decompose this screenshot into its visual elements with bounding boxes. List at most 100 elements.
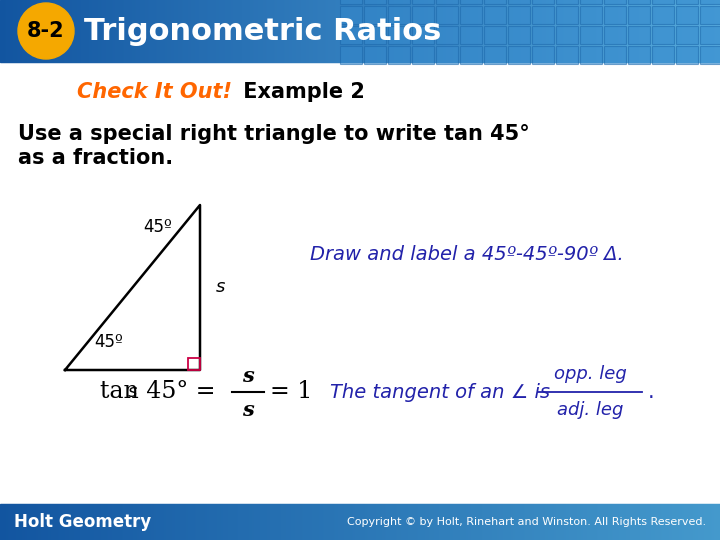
Bar	[134, 0, 135, 62]
Bar	[149, 504, 150, 540]
Bar	[121, 504, 122, 540]
Bar	[489, 504, 490, 540]
Bar	[432, 0, 433, 62]
Bar	[461, 0, 462, 62]
Bar	[633, 504, 634, 540]
Bar	[532, 0, 533, 62]
Bar	[223, 504, 224, 540]
Bar	[9, 504, 10, 540]
Bar	[90, 0, 91, 62]
Bar	[292, 0, 293, 62]
Bar	[129, 504, 130, 540]
Bar	[209, 0, 210, 62]
Bar	[623, 504, 624, 540]
Bar	[698, 504, 699, 540]
Bar	[50, 504, 51, 540]
Bar	[377, 0, 378, 62]
Bar	[276, 504, 277, 540]
Bar	[659, 0, 660, 62]
Bar	[654, 0, 655, 62]
Bar	[278, 504, 279, 540]
Bar	[482, 0, 483, 62]
Bar	[167, 504, 168, 540]
Bar	[201, 0, 202, 62]
Bar	[500, 504, 501, 540]
Bar	[2, 0, 3, 62]
Bar	[624, 504, 625, 540]
Bar	[248, 504, 249, 540]
Bar	[76, 0, 77, 62]
Bar	[553, 504, 554, 540]
Bar	[279, 0, 280, 62]
Bar	[160, 504, 161, 540]
Bar	[631, 504, 632, 540]
Bar	[522, 504, 523, 540]
Bar	[13, 0, 14, 62]
Bar	[210, 504, 211, 540]
Bar	[249, 0, 250, 62]
Bar	[418, 0, 419, 62]
Bar	[687, 504, 688, 540]
Bar	[700, 46, 720, 64]
Bar	[613, 504, 614, 540]
Bar	[557, 504, 558, 540]
Bar	[251, 504, 252, 540]
Bar	[496, 504, 497, 540]
Bar	[237, 504, 238, 540]
Bar	[325, 0, 326, 62]
Bar	[508, 46, 530, 64]
Bar	[682, 0, 683, 62]
Bar	[592, 0, 593, 62]
Bar	[85, 504, 86, 540]
Bar	[500, 0, 501, 62]
Bar	[143, 504, 144, 540]
Bar	[296, 0, 297, 62]
Bar	[47, 504, 48, 540]
Bar	[661, 0, 662, 62]
Bar	[284, 0, 285, 62]
Bar	[447, 0, 448, 62]
Bar	[577, 504, 578, 540]
Bar	[364, 504, 365, 540]
Bar	[337, 0, 338, 62]
Bar	[204, 0, 205, 62]
Bar	[489, 0, 490, 62]
Bar	[585, 504, 586, 540]
Bar	[431, 504, 432, 540]
Bar	[512, 0, 513, 62]
Bar	[308, 0, 309, 62]
Bar	[230, 504, 231, 540]
Bar	[356, 504, 357, 540]
Bar	[669, 504, 670, 540]
Bar	[706, 0, 707, 62]
Bar	[37, 504, 38, 540]
Bar	[626, 504, 627, 540]
Bar	[109, 0, 110, 62]
Bar	[176, 504, 177, 540]
Bar	[37, 0, 38, 62]
Bar	[200, 504, 201, 540]
Bar	[349, 504, 350, 540]
Bar	[3, 504, 4, 540]
Bar	[676, 46, 698, 64]
Bar	[486, 504, 487, 540]
Bar	[39, 0, 40, 62]
Bar	[52, 504, 53, 540]
Bar	[274, 504, 275, 540]
Bar	[248, 0, 249, 62]
Bar	[128, 0, 129, 62]
Bar	[267, 0, 268, 62]
Bar	[214, 0, 215, 62]
Bar	[399, 504, 400, 540]
Bar	[506, 0, 507, 62]
Bar	[238, 504, 239, 540]
Bar	[391, 504, 392, 540]
Bar	[371, 0, 372, 62]
Bar	[193, 504, 194, 540]
Bar	[347, 504, 348, 540]
Bar	[90, 504, 91, 540]
Bar	[215, 0, 216, 62]
Bar	[243, 504, 244, 540]
Bar	[221, 0, 222, 62]
Bar	[128, 504, 129, 540]
